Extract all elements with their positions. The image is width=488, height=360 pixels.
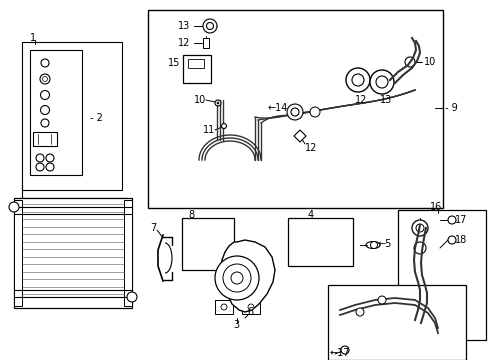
Circle shape — [404, 57, 414, 67]
Ellipse shape — [218, 250, 231, 258]
Circle shape — [286, 104, 303, 120]
Bar — [14, 198, 132, 308]
Text: ←14: ←14 — [267, 103, 287, 113]
Circle shape — [46, 163, 54, 171]
Circle shape — [36, 154, 44, 162]
Circle shape — [355, 308, 363, 316]
Text: ←17: ←17 — [329, 348, 350, 358]
Bar — [182, 218, 234, 270]
Text: 17: 17 — [454, 215, 467, 225]
Ellipse shape — [294, 230, 314, 238]
Circle shape — [41, 90, 49, 99]
Circle shape — [346, 68, 369, 92]
Text: 13: 13 — [379, 95, 391, 105]
Ellipse shape — [294, 246, 314, 254]
Circle shape — [247, 304, 253, 310]
Circle shape — [221, 123, 226, 129]
Bar — [148, 10, 442, 208]
Circle shape — [36, 163, 44, 171]
Circle shape — [42, 77, 47, 81]
Bar — [124, 200, 132, 306]
Ellipse shape — [191, 229, 204, 235]
Circle shape — [9, 202, 19, 212]
Circle shape — [377, 296, 385, 304]
Bar — [30, 50, 82, 175]
Circle shape — [221, 304, 226, 310]
Circle shape — [206, 22, 213, 30]
Circle shape — [369, 70, 393, 94]
Ellipse shape — [191, 250, 204, 258]
Bar — [33, 132, 57, 146]
Circle shape — [127, 292, 137, 302]
Text: 1: 1 — [30, 33, 36, 43]
Circle shape — [40, 74, 50, 84]
Circle shape — [447, 216, 455, 224]
Text: 16: 16 — [429, 202, 441, 212]
Circle shape — [351, 74, 363, 86]
Circle shape — [223, 264, 250, 292]
Ellipse shape — [365, 242, 379, 248]
Text: 15: 15 — [168, 58, 180, 68]
Bar — [327, 285, 465, 360]
Text: - 9: - 9 — [444, 103, 457, 113]
Circle shape — [309, 107, 319, 117]
Ellipse shape — [327, 230, 347, 238]
Text: 10: 10 — [423, 57, 435, 67]
Text: 13: 13 — [178, 21, 190, 31]
Circle shape — [415, 224, 423, 232]
Text: 3: 3 — [232, 320, 239, 330]
Bar — [183, 55, 210, 83]
Circle shape — [215, 100, 221, 106]
Circle shape — [230, 272, 243, 284]
Text: 12: 12 — [305, 143, 317, 153]
Circle shape — [217, 102, 219, 104]
Circle shape — [413, 242, 425, 254]
Bar — [22, 42, 122, 190]
Circle shape — [375, 76, 387, 88]
Circle shape — [370, 242, 377, 248]
Circle shape — [215, 256, 259, 300]
Circle shape — [41, 119, 49, 127]
Ellipse shape — [327, 246, 347, 254]
Circle shape — [41, 105, 49, 114]
Bar — [242, 300, 260, 314]
Polygon shape — [293, 130, 305, 142]
Text: 18: 18 — [454, 235, 467, 245]
Text: 7: 7 — [150, 223, 156, 233]
Ellipse shape — [192, 72, 200, 77]
Polygon shape — [221, 240, 274, 312]
Circle shape — [203, 19, 217, 33]
Text: 10: 10 — [194, 95, 206, 105]
Circle shape — [41, 59, 49, 67]
Text: 6: 6 — [246, 307, 253, 317]
Ellipse shape — [218, 229, 231, 235]
Text: 8: 8 — [187, 210, 194, 220]
Circle shape — [290, 108, 298, 116]
Text: 12: 12 — [178, 38, 190, 48]
Text: 12: 12 — [354, 95, 366, 105]
Bar — [287, 218, 352, 266]
Bar — [215, 300, 232, 314]
Text: 11: 11 — [203, 125, 215, 135]
Circle shape — [340, 346, 348, 354]
Bar — [187, 59, 203, 68]
Circle shape — [447, 236, 455, 244]
Bar — [14, 200, 22, 306]
Circle shape — [411, 220, 427, 236]
Circle shape — [46, 154, 54, 162]
Text: 4: 4 — [307, 210, 313, 220]
Text: ←5: ←5 — [377, 239, 391, 249]
Bar — [203, 38, 208, 48]
Bar — [397, 210, 485, 340]
Text: - 2: - 2 — [90, 113, 102, 123]
